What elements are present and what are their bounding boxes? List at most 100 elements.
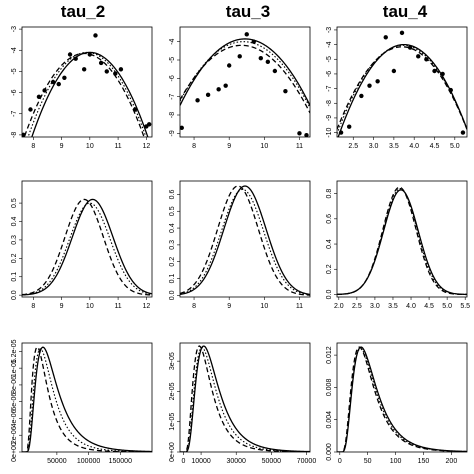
y-tick-label: -6: [326, 71, 333, 77]
data-point: [113, 71, 118, 76]
plot-area: [337, 346, 467, 452]
y-tick-label: -6: [169, 75, 176, 81]
y-tick-label: 0.004: [326, 411, 333, 429]
data-point: [146, 122, 152, 127]
dotdash-curve: [27, 51, 147, 137]
data-point: [223, 83, 228, 88]
y-tick-label: 0.4: [326, 239, 333, 249]
y-tick-label: 0.5: [11, 198, 18, 208]
data-point: [104, 69, 109, 74]
dotdash-curve: [180, 188, 310, 296]
dotdash-curve: [22, 348, 152, 452]
x-tick-label: 10: [86, 303, 94, 310]
data-point: [375, 79, 380, 84]
panel-r0-c1: 8 9 10 11 -9 -8 -7 -6 -5 -4: [169, 26, 311, 150]
x-tick-label: 10: [86, 143, 94, 150]
data-point: [205, 92, 211, 98]
data-point: [424, 57, 429, 62]
y-tick-label: -8: [11, 132, 18, 138]
y-tick-label: -10: [326, 127, 333, 137]
x-tick-label: 50000: [47, 458, 67, 465]
solid-curve: [337, 346, 467, 452]
data-point: [36, 94, 42, 100]
data-point: [244, 32, 249, 37]
data-point: [251, 39, 256, 44]
x-tick-label: 2.0: [334, 303, 344, 310]
panel-r2-c1: 0 10000 30000 50000 70000 0e+00 1e-05 2e-05 3e-0…: [169, 342, 317, 465]
x-tick-label: 150: [418, 458, 430, 465]
dashed-curve: [337, 186, 467, 296]
y-tick-label: 0.3: [169, 240, 176, 250]
x-tick-label: 11: [296, 143, 303, 150]
y-tick-label: -9: [169, 130, 176, 136]
y-tick-label: -7: [169, 93, 176, 99]
x-tick-label: 5.0: [442, 303, 452, 310]
plot-frame: [21, 26, 153, 138]
x-tick-label: 4.5: [424, 303, 434, 310]
data-point: [67, 52, 73, 57]
x-tick-label: 3.5: [388, 303, 398, 310]
plot-area: [337, 30, 467, 137]
y-tick-label: 0.2: [326, 264, 333, 274]
y-tick-label: 0.0: [11, 290, 18, 300]
panel-r0-c0: 8 9 10 11 12 -8 -7 -6 -5 -4 -3: [11, 26, 153, 150]
data-point: [73, 56, 78, 61]
x-tick-label: 70000: [297, 458, 317, 465]
dashed-curve: [180, 345, 310, 452]
x-tick-label: 4.0: [406, 303, 416, 310]
x-tick-label: 0: [338, 458, 342, 465]
data-point: [56, 81, 61, 87]
data-point: [304, 132, 309, 137]
data-point: [226, 63, 232, 68]
data-point: [383, 35, 388, 40]
data-point: [297, 131, 302, 136]
solid-curve: [31, 51, 149, 137]
data-point: [22, 132, 26, 137]
x-tick-label: 2.5: [348, 143, 358, 150]
solid-curve: [337, 189, 467, 296]
y-tick-label: 0.5: [169, 206, 176, 216]
y-tick-label: 1e-05: [169, 413, 176, 431]
data-point: [195, 98, 200, 103]
data-point: [132, 107, 138, 112]
x-tick-label: 9: [227, 143, 231, 150]
y-tick-label: 1.2e-05: [11, 339, 18, 363]
data-point: [391, 68, 397, 74]
y-tick-label: 0.6: [326, 214, 333, 224]
y-tick-label: 0.000: [326, 443, 333, 461]
data-point: [28, 107, 33, 112]
y-tick-label: 0.2: [169, 257, 176, 267]
x-tick-label: 9: [227, 303, 231, 310]
plot-frame: [21, 180, 153, 298]
x-tick-label: 30000: [226, 458, 246, 465]
dashed-curve: [22, 346, 152, 452]
x-tick-label: 50: [364, 458, 372, 465]
y-tick-label: -7: [11, 111, 18, 117]
x-tick-label: 8: [31, 303, 35, 310]
solid-curve: [22, 346, 152, 452]
data-point: [81, 67, 87, 72]
y-tick-label: 0.0: [169, 290, 176, 300]
x-tick-label: 2.5: [352, 303, 362, 310]
y-tick-label: 0.4: [11, 217, 18, 227]
y-tick-label: 0.1: [169, 274, 176, 284]
data-point: [359, 93, 364, 99]
plot-frame: [179, 180, 311, 298]
data-point: [216, 87, 221, 92]
dashed-curve: [180, 185, 310, 296]
plot-frame: [336, 342, 468, 453]
data-point: [432, 68, 437, 74]
x-tick-label: 100000: [77, 458, 100, 465]
y-tick-label: 0.6: [169, 189, 176, 199]
y-tick-label: 0e+00: [11, 442, 18, 462]
y-tick-label: -9: [326, 115, 333, 121]
x-tick-label: 8: [192, 143, 196, 150]
plot-area: [22, 198, 152, 296]
y-tick-label: 2e-06: [11, 426, 18, 444]
x-tick-label: 0: [182, 458, 186, 465]
solid-curve: [180, 345, 310, 452]
plot-frame: [336, 180, 468, 298]
x-tick-label: 9: [60, 303, 64, 310]
plot-area: [180, 32, 310, 137]
